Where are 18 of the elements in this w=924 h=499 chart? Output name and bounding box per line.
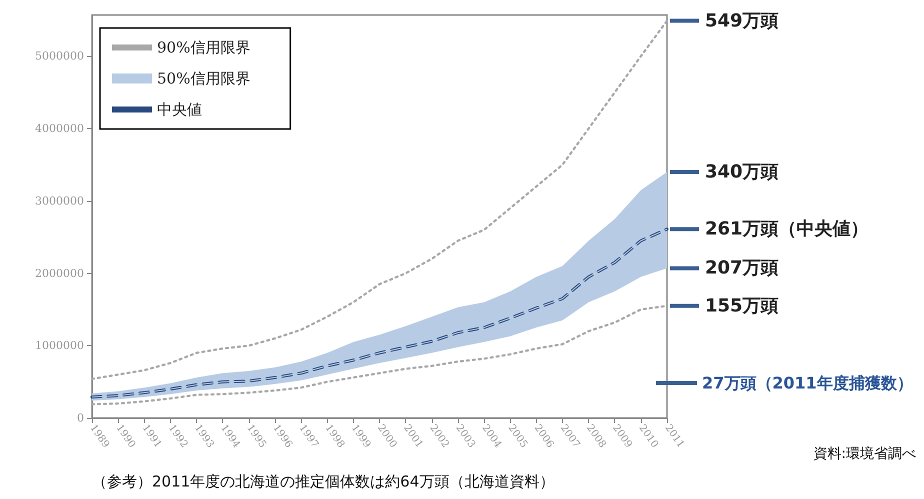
legend-label: 50%信用限界: [157, 70, 250, 88]
line-series: [90, 20, 668, 380]
annotation: 207万頭: [705, 258, 779, 279]
annotation: 549万頭: [705, 10, 779, 32]
text: 27万頭（2011年度捕獲数）: [702, 374, 913, 392]
legend-label: 中央値: [157, 100, 202, 118]
text: 資料:環境省調べ: [813, 446, 916, 462]
legend-label: 90%信用限界: [157, 38, 250, 56]
text: （参考）2011年度の北海道の推定個体数は約64万頭（北海道資料）: [92, 472, 554, 490]
y-tick-label: 5000000: [35, 50, 84, 63]
y-tick-label: 2000000: [35, 266, 84, 280]
y-tick-label: 3000000: [35, 194, 84, 208]
annotation: 340万頭: [705, 162, 779, 183]
y-tick-label: 1000000: [35, 339, 84, 352]
y-tick-label: 0: [77, 412, 84, 424]
annotation: 261万頭（中央値）: [705, 218, 869, 240]
annotation: 155万頭: [705, 295, 779, 316]
y-tick-label: 4000000: [35, 122, 84, 136]
